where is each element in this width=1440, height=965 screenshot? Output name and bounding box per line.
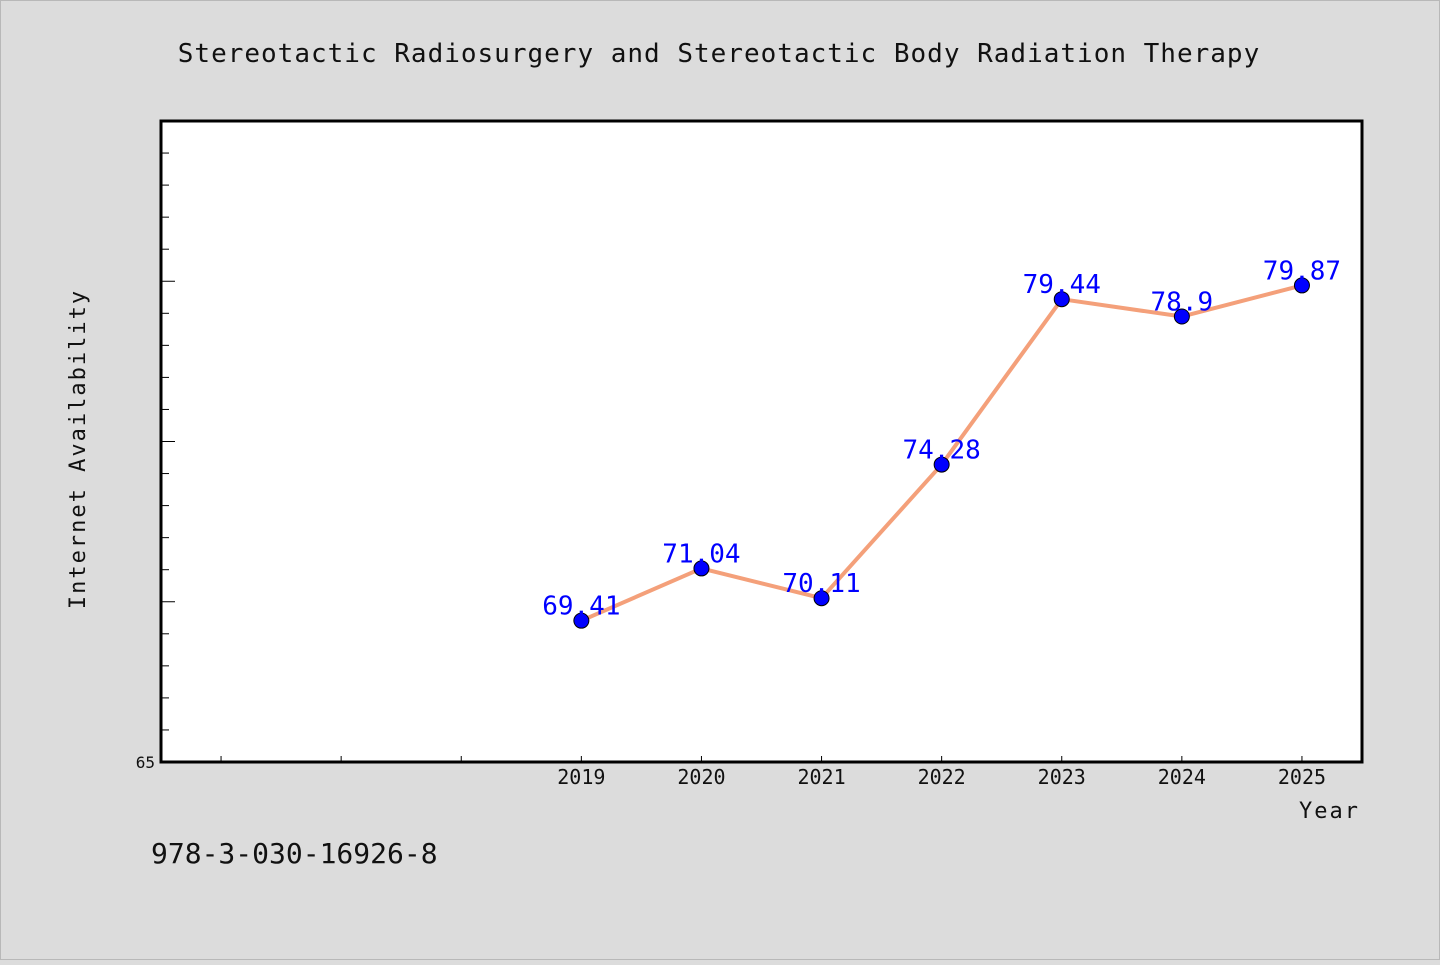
x-tick-label: 2023 <box>1038 765 1086 789</box>
data-point-marker <box>1053 291 1070 308</box>
chart-title: Stereotactic Radiosurgery and Stereotact… <box>178 39 1260 69</box>
x-tick-label: 2020 <box>677 765 725 789</box>
plot-area <box>159 119 1364 764</box>
data-point-marker <box>933 456 950 473</box>
x-tick-label: 2021 <box>797 765 845 789</box>
x-tick-label: 2024 <box>1158 765 1206 789</box>
x-axis-tick-labels: 2019 2020 2021 2022 2023 2024 2025 <box>557 765 1326 789</box>
x-tick-label: 2019 <box>557 765 605 789</box>
x-tick-label: 2025 <box>1278 765 1326 789</box>
data-label: 78.9 <box>1151 288 1214 318</box>
series-markers <box>573 277 1310 629</box>
data-label: 79.87 <box>1263 256 1341 286</box>
data-point-marker <box>1293 277 1310 294</box>
data-label: 74.28 <box>903 436 981 466</box>
data-point-marker <box>693 560 710 577</box>
data-labels: 69.41 71.04 70.11 74.28 79.44 78.9 79.87 <box>542 256 1341 621</box>
x-tick-label: 2022 <box>918 765 966 789</box>
x-axis-label: Year <box>1299 799 1360 824</box>
data-label: 69.41 <box>542 592 620 622</box>
data-label: 79.44 <box>1023 270 1101 300</box>
y-axis-label: Internet Availability <box>66 289 91 609</box>
data-point-marker <box>813 590 830 607</box>
data-point-marker <box>1173 308 1190 325</box>
data-point-marker <box>573 612 590 629</box>
y-tick-label: 65 <box>136 753 155 772</box>
y-axis-tick-labels: 65 <box>136 753 155 772</box>
data-label: 71.04 <box>662 539 740 569</box>
footer-code: 978-3-030-16926-8 <box>151 837 438 870</box>
data-label: 70.11 <box>782 569 860 599</box>
x-axis-ticks <box>220 756 1303 762</box>
y-axis-ticks <box>161 152 175 731</box>
